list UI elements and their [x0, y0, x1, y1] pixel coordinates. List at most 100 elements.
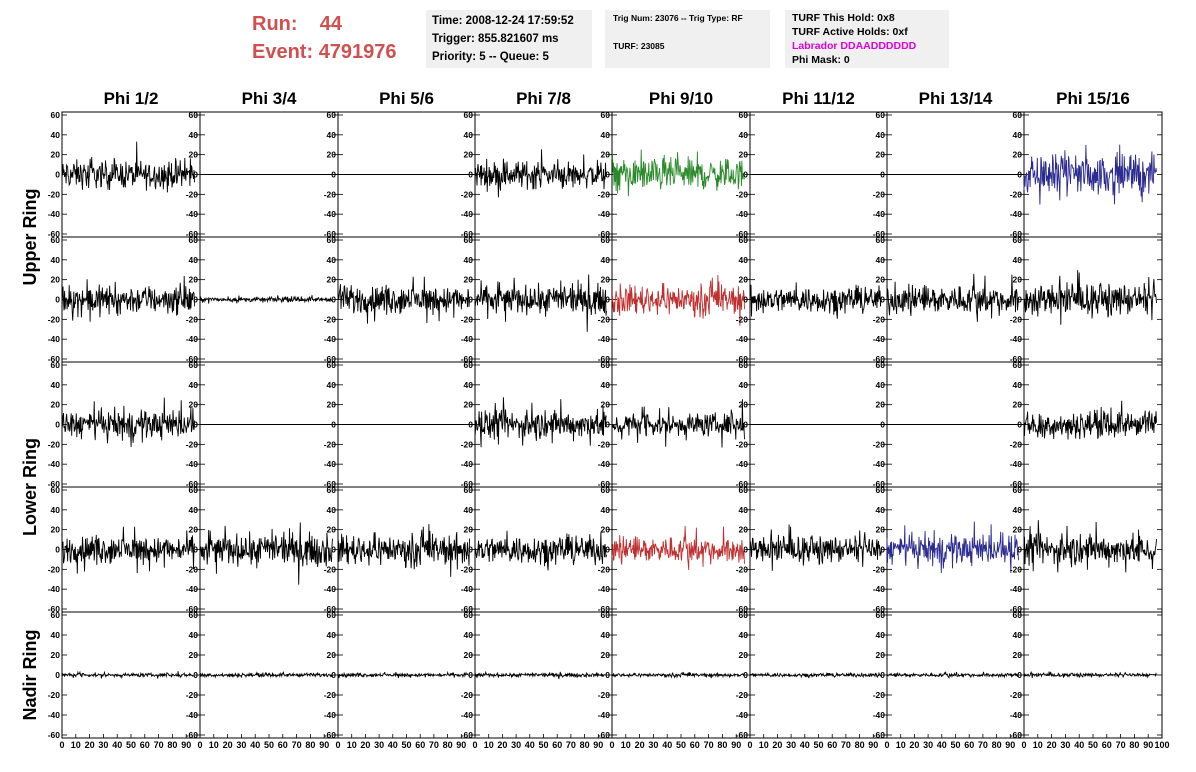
y-tick-label: -20: [598, 314, 611, 324]
y-tick-label: 60: [464, 360, 474, 370]
y-tick-label: -20: [598, 189, 611, 199]
y-tick-label: -40: [873, 334, 886, 344]
y-tick-label: 40: [739, 505, 749, 515]
y-tick-label: -40: [1010, 584, 1023, 594]
y-tick-label: -60: [461, 479, 474, 489]
y-tick-label: -60: [736, 730, 749, 740]
waveform-trace: [611, 149, 745, 197]
y-tick-label: 40: [739, 630, 749, 640]
y-tick-label: -60: [324, 354, 337, 364]
y-tick-label: 40: [327, 380, 337, 390]
waveform-trace: [611, 274, 745, 326]
row-label: Lower Ring: [20, 438, 40, 536]
x-tick-label: 30: [236, 740, 246, 750]
x-tick-label: 20: [223, 740, 233, 750]
y-tick-label: 0: [55, 420, 60, 430]
y-tick-label: 60: [601, 360, 611, 370]
y-tick-label: -40: [1010, 334, 1023, 344]
y-tick-label: 40: [1013, 630, 1023, 640]
y-tick-label: 20: [601, 275, 611, 285]
x-tick-label: 10: [896, 740, 906, 750]
y-tick-label: 60: [601, 610, 611, 620]
y-tick-label: -20: [461, 314, 474, 324]
y-tick-label: 0: [193, 295, 198, 305]
y-tick-label: 40: [739, 130, 749, 140]
time-text: Time: 2008-12-24 17:59:52: [432, 15, 574, 27]
priority-text: Priority: 5 -- Queue: 5: [432, 51, 549, 63]
y-tick-label: -40: [598, 209, 611, 219]
y-tick-label: -60: [736, 229, 749, 239]
y-tick-label: 0: [743, 670, 748, 680]
y-tick-label: -40: [324, 334, 337, 344]
y-tick-label: -20: [598, 439, 611, 449]
x-tick-label: 60: [278, 740, 288, 750]
y-tick-label: -40: [324, 710, 337, 720]
y-tick-label: -60: [48, 604, 61, 614]
y-tick-label: 20: [51, 275, 61, 285]
y-tick-label: -60: [598, 730, 611, 740]
waveform-trace: [1023, 270, 1157, 325]
waveform-trace: [1023, 670, 1157, 679]
x-tick-label: 60: [1102, 740, 1112, 750]
y-tick-label: -40: [736, 710, 749, 720]
y-tick-label: 40: [1013, 255, 1023, 265]
y-tick-label: 0: [1017, 170, 1022, 180]
y-tick-label: -20: [48, 189, 61, 199]
y-tick-label: 60: [876, 235, 886, 245]
y-tick-label: 60: [1013, 235, 1023, 245]
y-tick-label: 0: [55, 670, 60, 680]
y-tick-label: 40: [51, 130, 61, 140]
y-tick-label: 20: [327, 525, 337, 535]
y-tick-label: 60: [51, 485, 61, 495]
y-tick-label: 0: [605, 170, 610, 180]
x-tick-label: 20: [1047, 740, 1057, 750]
turf-this-hold-text: TURF This Hold: 0x8: [792, 12, 895, 24]
y-tick-label: 60: [876, 610, 886, 620]
y-tick-label: -20: [736, 189, 749, 199]
y-tick-label: -60: [873, 730, 886, 740]
y-tick-label: 20: [1013, 150, 1023, 160]
x-tick-label: 60: [827, 740, 837, 750]
y-tick-label: 20: [1013, 525, 1023, 535]
y-tick-label: -60: [1010, 730, 1023, 740]
y-tick-label: -40: [873, 584, 886, 594]
waveform-trace: [611, 671, 745, 679]
y-tick-label: -20: [736, 564, 749, 574]
y-tick-label: -20: [873, 314, 886, 324]
y-tick-label: -40: [186, 209, 199, 219]
y-tick-label: -40: [324, 584, 337, 594]
y-tick-label: -60: [598, 604, 611, 614]
x-tick-label: 10: [347, 740, 357, 750]
y-tick-label: -20: [48, 690, 61, 700]
y-tick-label: 20: [464, 525, 474, 535]
y-tick-label: -60: [598, 479, 611, 489]
y-tick-label: 60: [464, 610, 474, 620]
y-tick-label: -60: [1010, 604, 1023, 614]
x-tick-label: 30: [786, 740, 796, 750]
x-tick-label: 50: [264, 740, 274, 750]
y-tick-label: 60: [876, 360, 886, 370]
x-tick-label: 20: [635, 740, 645, 750]
waveform-trace: [611, 525, 745, 571]
waveform-trace: [61, 141, 195, 193]
y-tick-label: -40: [598, 459, 611, 469]
y-tick-label: -40: [1010, 209, 1023, 219]
y-tick-label: 40: [464, 255, 474, 265]
y-tick-label: 40: [327, 255, 337, 265]
column-title: Phi 3/4: [242, 89, 297, 108]
y-tick-label: 0: [1017, 295, 1022, 305]
x-tick-label: 60: [415, 740, 425, 750]
waveform-trace: [474, 530, 607, 571]
y-tick-label: -60: [736, 354, 749, 364]
y-tick-label: 60: [739, 235, 749, 245]
x-tick-label: 70: [566, 740, 576, 750]
x-tick-label: 10: [71, 740, 81, 750]
trigger-text: Trigger: 855.821607 ms: [432, 33, 559, 45]
y-tick-label: -60: [324, 479, 337, 489]
y-tick-label: -20: [324, 314, 337, 324]
waveform-trace: [199, 295, 333, 304]
x-tick-label: 40: [1074, 740, 1084, 750]
y-tick-label: -20: [324, 439, 337, 449]
y-tick-label: 0: [331, 295, 336, 305]
y-tick-label: 60: [51, 360, 61, 370]
